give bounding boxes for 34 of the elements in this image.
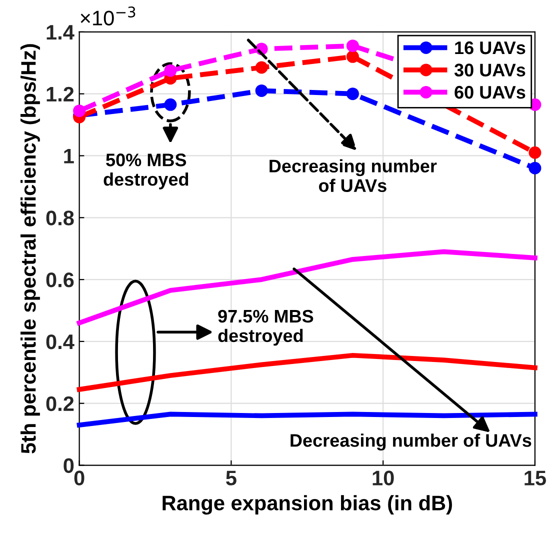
y-tick-label: 0.8	[46, 210, 74, 226]
point	[346, 50, 359, 63]
y-axis-title: 5th percentile spectral efficiency (bps/Hz)	[20, 44, 40, 454]
x-tick-label: 0	[74, 470, 84, 486]
y-tick-label: 0.6	[46, 272, 74, 288]
point	[528, 146, 542, 159]
x-axis-title: Range expansion bias (in dB)	[162, 495, 452, 515]
line-series	[76, 249, 538, 326]
legend-label: 60 UAVs	[454, 86, 526, 99]
point	[528, 162, 542, 174]
point	[346, 88, 359, 100]
y-tick-label: 0.4	[46, 334, 74, 350]
x-tick-label: 15	[524, 470, 546, 486]
legend-label: 30 UAVs	[454, 64, 526, 76]
annotation: 50% MBS destroyed	[104, 154, 188, 190]
point	[346, 40, 359, 52]
y-tick-label: 1.2	[46, 86, 74, 102]
annotation: 97.5% MBS destroyed	[218, 310, 314, 346]
annotation: Decreasing number of UAVs	[270, 159, 437, 192]
y-tick-label: 0.2	[46, 396, 74, 412]
text: ×10$^{−3}$	[80, 6, 136, 26]
y-tick-label: 0	[64, 458, 74, 474]
line-series	[76, 352, 538, 392]
point	[255, 61, 268, 74]
point	[164, 98, 177, 111]
y-tick-label: 1.4	[46, 25, 74, 40]
x-tick-label: 5	[226, 470, 236, 486]
x-tick-label: 10	[372, 470, 394, 486]
legend-label: 16 UAVs	[455, 41, 526, 54]
point	[73, 104, 86, 118]
annotation: Decreasing number of UAVs	[290, 434, 532, 450]
y-tick-label: 1	[64, 148, 74, 164]
point	[255, 84, 268, 97]
point	[164, 64, 177, 77]
